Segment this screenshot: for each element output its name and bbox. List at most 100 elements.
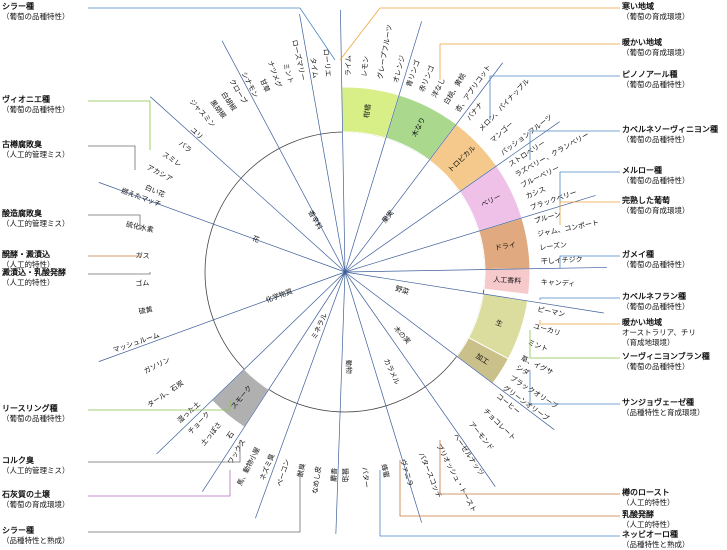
spoke-15	[98, 182, 346, 273]
leader-right-6	[559, 255, 620, 268]
annotation-left-1: ヴィオニエ種 （葡萄の品種特性）	[2, 95, 70, 115]
leader-left-2	[88, 145, 136, 170]
segment-label-artificial: 人工香料	[493, 275, 521, 285]
spoke-1	[344, 21, 422, 273]
annotation-left-6: リースリング種 （葡萄の品種特性）	[2, 404, 70, 424]
category-label-0: 果実	[380, 208, 396, 225]
annotation-subtitle: （葡萄の品種特性）	[2, 414, 70, 423]
leader-left-0	[88, 7, 336, 61]
annotation-title: ピノノアール種	[622, 70, 678, 79]
spoke-13	[156, 271, 346, 455]
leaf-chemical-5: ゴム	[135, 278, 149, 288]
annotation-title: ヴィオニエ種	[2, 95, 50, 104]
annotation-title: リースリング種	[2, 404, 58, 413]
annotation-left-2: 古樽腐敗臭 （人工的管理ミス）	[2, 140, 70, 160]
leader-left-6	[88, 400, 231, 411]
leaf-animal-0: 麝香	[329, 467, 339, 481]
spoke-6	[344, 271, 604, 314]
leaf-animal-4: ネズミ臭	[258, 452, 277, 481]
annotation-left-3: 酸造腐敗臭 （人工的管理ミス）	[2, 209, 70, 229]
annotation-subtitle: （葡萄の品種特性）	[2, 12, 70, 21]
spoke-17	[221, 40, 346, 273]
annotation-left-8: 石灰質の土壌 （葡萄の育成環境）	[2, 490, 70, 510]
spoke-0	[340, 10, 346, 273]
annotation-subtitle: （人工的管理ミス）	[2, 466, 70, 475]
annotation-title: 醗酵・澱漬込	[2, 250, 50, 259]
annotation-title: カベルネフラン種	[622, 292, 686, 301]
annotation-title: 樽のロースト	[622, 488, 670, 497]
annotation-subtitle: （人工的特性）	[622, 498, 675, 507]
annotation-subtitle: （人工的管理ミス）	[2, 219, 70, 228]
segment-label-dried: ドライ	[495, 241, 517, 252]
leaf-fresh_veg-0: ピーマン	[537, 305, 566, 318]
spoke-2	[344, 62, 503, 273]
spoke-10	[335, 271, 346, 534]
leader-right-2	[489, 75, 620, 120]
annotation-title: ネッビオーロ種	[622, 530, 678, 539]
leader-right-1	[439, 43, 620, 80]
leaf-smoke-0: 石	[225, 430, 236, 440]
leader-left-9	[88, 470, 301, 533]
category-label-8: 香辛料	[306, 208, 324, 231]
leaf-dried-3: 干しイチジク	[541, 256, 583, 266]
annotation-title: 石灰質の土壌	[2, 490, 50, 499]
leaf-animal-2: 獣臭	[295, 462, 307, 478]
leader-right-7	[539, 297, 620, 300]
leaf-citrus-0: ライム	[344, 55, 352, 76]
leaf-nuts_caramel-6: ヴァニラ	[398, 458, 415, 487]
leaf-spice-6: ミント	[281, 62, 294, 84]
annotation-title: 寒い地域	[622, 2, 654, 11]
annotation-right-1: 暖かい地域 （葡萄の育成環境）	[622, 38, 690, 58]
annotation-right-3: カベルネソーヴィニヨン種 （葡萄の品種特性）	[622, 125, 718, 145]
annotation-subtitle: （葡萄の育成環境）	[622, 48, 690, 57]
spoke-7	[344, 271, 555, 430]
leaf-nuts_caramel-2: アーモンド	[467, 420, 495, 452]
annotation-left-9: シラー種 （品種特性と熟成）	[2, 526, 70, 546]
annotation-subtitle: （葡萄の品種特性）	[622, 176, 690, 185]
leaf-dried-2: レーズン	[539, 240, 568, 252]
annotation-title: ガメイ種	[622, 250, 654, 259]
leaf-chemical-2: ガソリン	[142, 355, 171, 376]
leaf-floral-1: アカシア	[145, 163, 173, 183]
annotation-title: 完熟した葡萄	[622, 196, 670, 205]
leader-right-4	[559, 171, 620, 210]
leaf-dried-0: プルーン	[533, 210, 562, 225]
leaf-tree-2: 洋なし	[430, 76, 448, 99]
annotation-subtitle: （人工的特性）	[2, 260, 55, 269]
segment-label-citrus: 柑橘	[362, 103, 373, 118]
leaf-spice-9: ローリエ	[321, 49, 331, 78]
leader-right-9	[529, 330, 620, 359]
leaf-tree-0: 青リンゴ	[404, 59, 422, 88]
leaf-spice-8: タイム	[308, 57, 320, 79]
annotation-subtitle: （品種特性と育成環境）	[622, 408, 705, 417]
leader-left-3	[88, 214, 141, 230]
leader-left-5	[88, 272, 151, 275]
annotation-left-5: 澱漬込・乳酸発酵 （人工的特性）	[2, 268, 66, 288]
annotation-subtitle: （人工的管理ミス）	[2, 150, 70, 159]
category-label-3: カラメル	[382, 357, 401, 386]
spoke-3	[344, 121, 560, 273]
spoke-12	[202, 271, 346, 492]
annotation-title: 暖かい地域	[622, 38, 662, 47]
category-label-1: 野菜	[394, 284, 410, 297]
leaf-tropical-0: バナナ	[465, 101, 484, 122]
leaf-floral-2: スミレ	[161, 150, 183, 168]
annotation-left-7: コルク臭 （人工的管理ミス）	[2, 456, 70, 476]
annotation-right-2: ピノノアール種 （葡萄の品種特性）	[622, 70, 690, 90]
leader-right-13	[379, 470, 620, 537]
leader-right-12	[399, 460, 620, 517]
category-label-4: 動物	[344, 360, 353, 374]
leaf-chemical-1: タール、石炭	[145, 378, 185, 409]
leader-left-1	[88, 100, 151, 150]
annotation-title: 酸造腐敗臭	[2, 209, 42, 218]
leader-left-8	[88, 470, 231, 497]
leaf-chemical-4: 硫黄	[138, 304, 153, 316]
annotation-subtitle: （人工的特性）	[622, 520, 675, 529]
annotation-title: シラー種	[2, 526, 34, 535]
leader-right-3	[529, 130, 620, 160]
annotation-title: コルク臭	[2, 456, 34, 465]
leaf-citrus-2: グレープフルーツ	[375, 24, 394, 80]
leaf-chemical-3: マッシュルーム	[112, 331, 161, 354]
annotation-left-0: シラー種 （葡萄の品種特性）	[2, 2, 70, 22]
